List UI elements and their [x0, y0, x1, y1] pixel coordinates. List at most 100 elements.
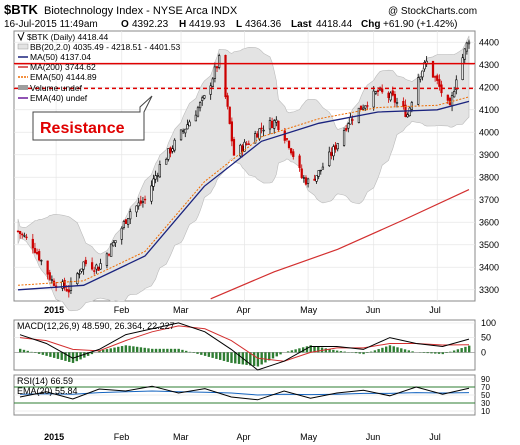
histogram-bar: [366, 352, 369, 353]
month-label: 2015: [44, 305, 64, 315]
histogram-bar: [41, 352, 45, 355]
price-tick-label: 4100: [479, 105, 499, 115]
histogram-bar: [218, 352, 222, 360]
rsi-tick-label: 10: [481, 407, 490, 416]
candle-body: [25, 236, 28, 239]
candle-body: [129, 211, 132, 220]
candle-body: [112, 242, 115, 247]
candle-body: [275, 119, 278, 123]
candle-body: [328, 151, 331, 166]
candle-body: [306, 178, 310, 184]
candle-body: [260, 127, 263, 130]
histogram-bar: [30, 351, 33, 353]
callout-text: Resistance: [40, 120, 125, 137]
candle-body: [254, 133, 257, 144]
histogram-bar: [434, 352, 437, 354]
candle-body: [63, 279, 66, 289]
histogram-bar: [68, 352, 71, 362]
candle-body: [179, 129, 183, 141]
histogram-bar: [377, 349, 380, 353]
legend-volume: Volume undef: [30, 83, 83, 93]
candle-body: [122, 221, 125, 228]
histogram-bar: [173, 348, 177, 353]
symbol: $BTK: [4, 2, 39, 17]
histogram-bar: [113, 347, 116, 353]
price-legend: $BTK (Daily) 4418.44 BB(20,2.0) 4035.49 …: [17, 31, 181, 103]
histogram-bar: [19, 348, 22, 353]
candle-body: [395, 102, 399, 104]
candle-body: [258, 128, 261, 140]
histogram-bar: [354, 352, 358, 354]
candle-body: [67, 289, 70, 293]
candle-body: [446, 94, 449, 101]
histogram-bar: [109, 348, 112, 353]
candle-body: [196, 107, 200, 117]
month-label: May: [300, 305, 318, 315]
month-label: May: [300, 432, 318, 442]
candle-body: [76, 273, 79, 285]
rsi-ema-title: EMA(20) 55.84: [17, 386, 78, 396]
histogram-bar: [245, 352, 248, 365]
candle-body: [65, 289, 68, 292]
histogram-bar: [151, 348, 154, 353]
watermark: @ StockCharts.com: [388, 6, 477, 17]
month-label: Mar: [173, 305, 189, 315]
histogram-bar: [249, 352, 252, 366]
candle-body: [433, 76, 437, 78]
candle-body: [381, 88, 384, 93]
legend-ma50: MA(50) 4137.04: [30, 52, 91, 62]
histogram-bar: [154, 348, 158, 353]
histogram-bar: [426, 352, 429, 354]
candle-body: [391, 90, 394, 96]
ma50-line: [17, 100, 470, 291]
candle-body: [213, 66, 217, 79]
rsi-tick-label: 70: [481, 383, 490, 392]
price-tick-label: 4000: [479, 127, 499, 137]
histogram-bar: [234, 352, 237, 364]
candle-body: [33, 247, 37, 253]
histogram-bar: [83, 352, 86, 358]
macd-title: MACD(12,26,9) 48.590, 26.364, 22.227: [17, 321, 175, 331]
histogram-bar: [286, 351, 290, 353]
candle-body: [245, 143, 248, 145]
histogram-bar: [313, 346, 316, 353]
histogram-bar: [264, 352, 267, 363]
candle-body: [290, 148, 293, 154]
rsi-tick-label: 30: [481, 399, 490, 408]
histogram-bar: [332, 349, 335, 353]
histogram-bar: [339, 351, 343, 353]
candle-body: [110, 243, 113, 257]
candle-body: [171, 148, 174, 152]
histogram-bar: [294, 349, 297, 353]
candle-body: [40, 259, 43, 262]
histogram-bar: [452, 350, 456, 353]
histogram-bar: [203, 352, 207, 356]
low-label: L: [236, 19, 242, 30]
histogram-bar: [196, 352, 199, 354]
candle-body: [239, 144, 242, 157]
candle-body: [228, 106, 231, 124]
chg-value: +61.90 (+1.42%): [383, 19, 458, 30]
histogram-bar: [128, 345, 131, 353]
candle-body: [419, 76, 422, 80]
histogram-bar: [309, 345, 312, 353]
month-label: Apr: [237, 305, 251, 315]
candle-body: [107, 254, 111, 256]
candle-body: [330, 152, 333, 156]
month-label: Feb: [114, 432, 130, 442]
candle-body: [203, 95, 206, 99]
histogram-bar: [162, 348, 165, 353]
price-axis: 3300 3400 3500 3600 3700 3800 3900 4000 4100 4200…: [479, 37, 499, 295]
candle-body: [186, 124, 189, 130]
candle-body: [247, 143, 250, 145]
price-tick-label: 3400: [479, 262, 499, 272]
candle-body: [182, 130, 185, 132]
quote-line: 16-Jul-2015 11:49am O 4392.23 H 4419.93 …: [4, 19, 458, 30]
histogram-bar: [222, 352, 226, 361]
last-value: 4418.44: [316, 19, 353, 30]
histogram-bar: [449, 351, 452, 353]
rsi-tick-label: 50: [481, 391, 490, 400]
candle-body: [364, 105, 367, 109]
histogram-bar: [275, 352, 278, 357]
